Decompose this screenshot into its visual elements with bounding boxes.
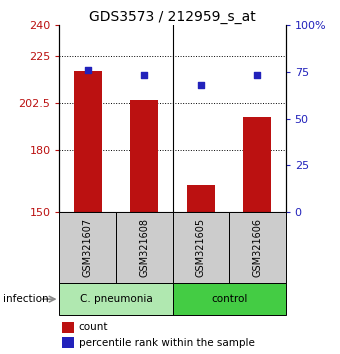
Text: GSM321606: GSM321606 <box>252 218 262 277</box>
Bar <box>59 212 116 283</box>
Bar <box>187 185 215 212</box>
Text: infection: infection <box>3 294 49 304</box>
Text: control: control <box>211 294 247 304</box>
Text: GSM321605: GSM321605 <box>196 218 206 278</box>
Bar <box>173 212 229 283</box>
Bar <box>173 283 286 315</box>
Text: C. pneumonia: C. pneumonia <box>80 294 152 304</box>
Text: percentile rank within the sample: percentile rank within the sample <box>79 338 255 348</box>
Bar <box>74 71 102 212</box>
Bar <box>229 212 286 283</box>
Bar <box>59 283 173 315</box>
Point <box>255 73 260 78</box>
Bar <box>62 322 74 333</box>
Point <box>198 82 204 88</box>
Text: count: count <box>79 322 108 332</box>
Text: GSM321607: GSM321607 <box>83 218 93 278</box>
Point <box>85 67 90 73</box>
Bar <box>243 116 271 212</box>
Bar <box>62 337 74 348</box>
Point <box>141 73 147 78</box>
Text: GSM321608: GSM321608 <box>139 218 149 277</box>
Bar <box>130 100 158 212</box>
Bar <box>116 212 173 283</box>
Title: GDS3573 / 212959_s_at: GDS3573 / 212959_s_at <box>89 10 256 24</box>
